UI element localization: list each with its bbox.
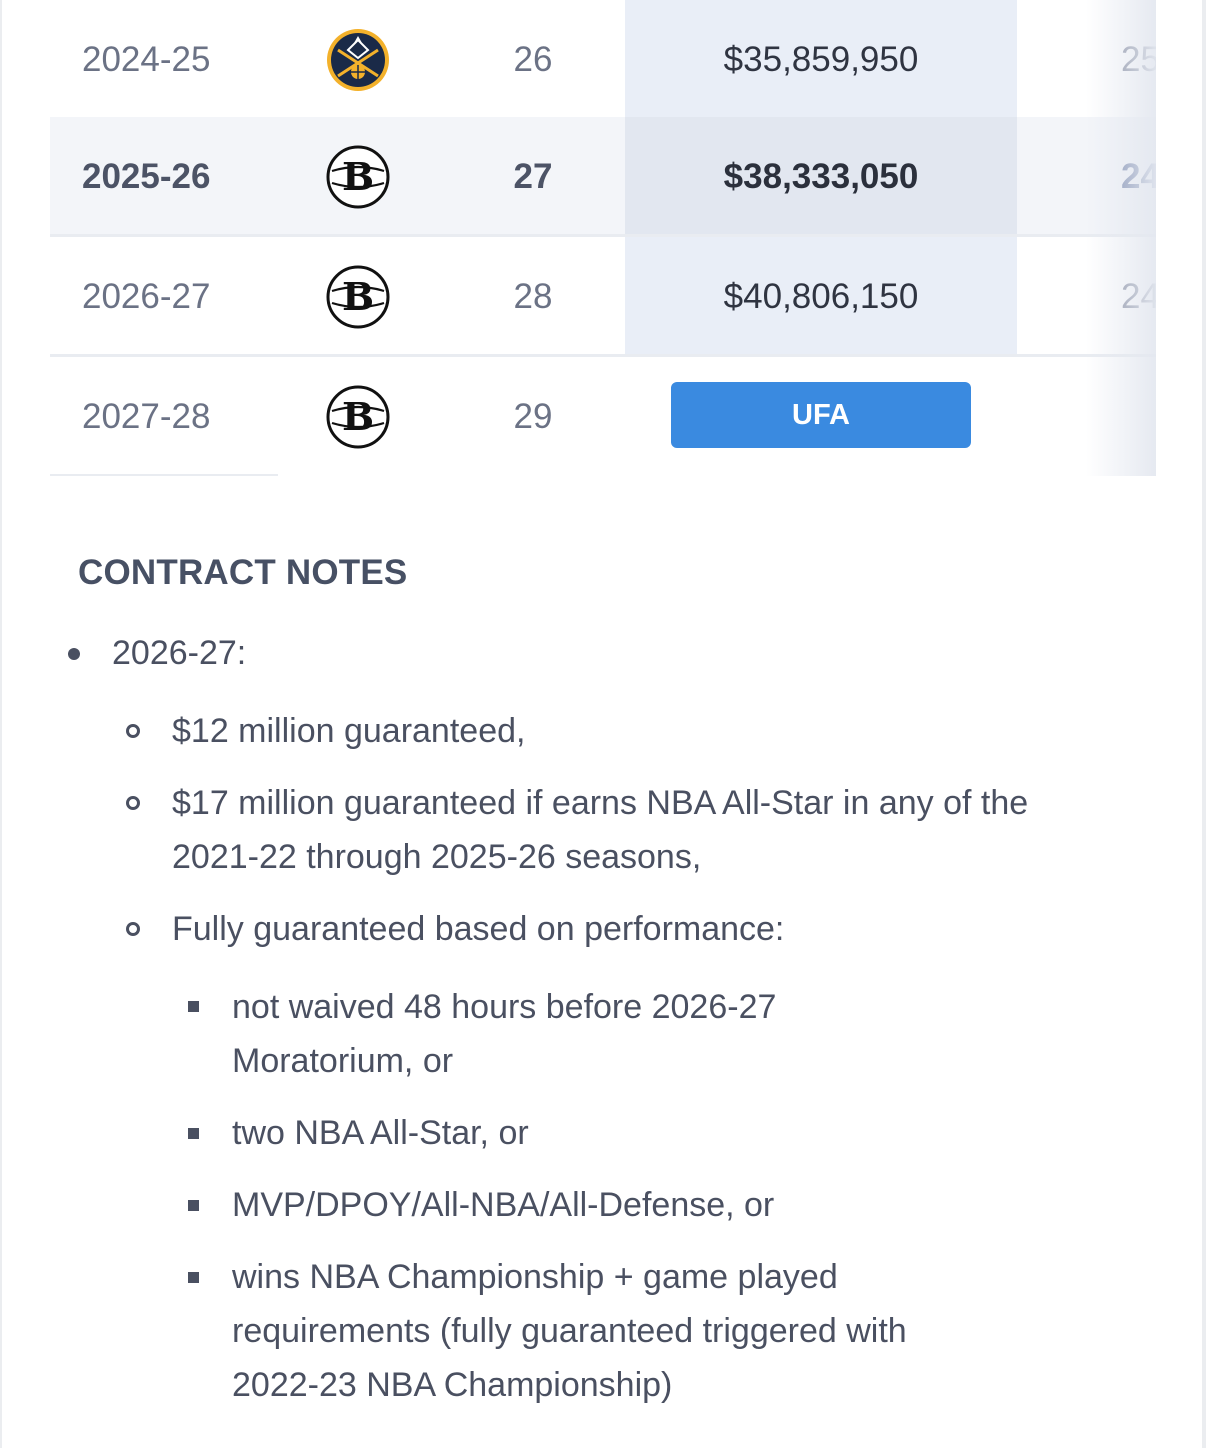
salary-cell: $38,333,050 <box>723 157 919 196</box>
salary-cell: $40,806,150 <box>723 277 919 316</box>
age-cell: 28 <box>513 277 553 316</box>
row-divider <box>50 474 278 476</box>
svg-text:B: B <box>342 274 374 319</box>
salary-column-bg <box>625 117 1017 237</box>
salary-column-bg <box>625 0 1017 120</box>
age-cell: 29 <box>513 397 553 436</box>
table-row: 2026-27 B 28 $40,806,150 24 <box>50 237 1156 357</box>
bullet-square-icon <box>188 1200 199 1211</box>
season-cell: 2024-25 <box>82 40 211 79</box>
age-cell: 27 <box>513 157 553 196</box>
season-cell: 2025-26 <box>82 157 211 196</box>
row-divider <box>50 354 1156 357</box>
scroll-fade-edge <box>1086 0 1156 476</box>
bullet-square-icon <box>188 1128 199 1139</box>
salary-column-bg <box>625 237 1017 357</box>
svg-text:B: B <box>342 154 374 199</box>
contract-notes-title: CONTRACT NOTES <box>78 553 408 592</box>
note-subitem: wins NBA Championship + game played requ… <box>232 1258 907 1404</box>
note-item: Fully guaranteed based on performance: <box>172 910 785 948</box>
brooklyn-nets-logo-icon[interactable]: B <box>326 357 390 476</box>
bullet-dot-icon <box>68 648 80 660</box>
bullet-circle-icon <box>126 724 140 738</box>
note-item: $12 million guaranteed, <box>172 712 526 750</box>
table-row: 2027-28 B 29 <box>50 357 1156 476</box>
season-cell: 2026-27 <box>82 277 211 316</box>
denver-nuggets-logo-icon[interactable] <box>326 0 390 120</box>
notes-season-label: 2026-27: <box>112 634 247 672</box>
age-cell: 26 <box>513 40 553 79</box>
row-divider <box>50 234 1156 237</box>
svg-text:B: B <box>342 394 374 439</box>
bullet-circle-icon <box>126 796 140 810</box>
bullet-square-icon <box>188 1001 199 1012</box>
note-subitem: two NBA All-Star, or <box>232 1114 529 1152</box>
table-row-current: 2025-26 B 27 $38,333,050 24 <box>50 117 1156 237</box>
brooklyn-nets-logo-icon[interactable]: B <box>326 117 390 237</box>
bullet-circle-icon <box>126 922 140 936</box>
contract-table: 2024-25 26 $35,859,950 25 2025-26 <box>50 0 1156 476</box>
table-row: 2024-25 26 $35,859,950 25 <box>50 0 1156 120</box>
bullet-square-icon <box>188 1272 199 1283</box>
brooklyn-nets-logo-icon[interactable]: B <box>326 237 390 357</box>
ufa-badge-button[interactable]: UFA <box>671 382 971 448</box>
salary-cell: $35,859,950 <box>723 40 919 79</box>
note-subitem: not waived 48 hours before 2026-27 Morat… <box>232 988 777 1080</box>
note-subitem: MVP/DPOY/All-NBA/All-Defense, or <box>232 1186 775 1224</box>
note-item: $17 million guaranteed if earns NBA All-… <box>172 784 1029 876</box>
season-cell: 2027-28 <box>82 397 211 436</box>
